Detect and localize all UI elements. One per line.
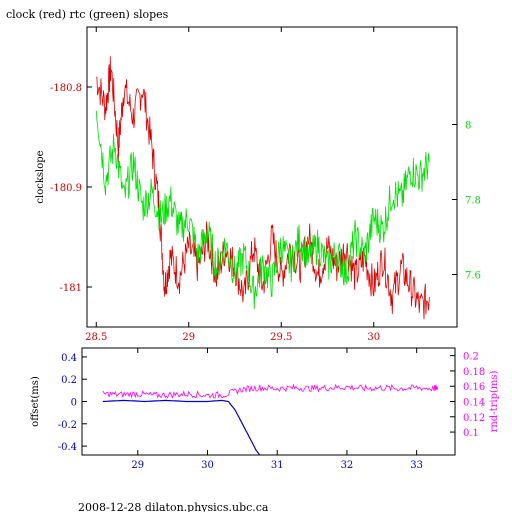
x-tick-label: 33: [410, 460, 423, 471]
y2-tick-label: 0.12: [463, 413, 485, 424]
x-tick-label: 31: [271, 460, 284, 471]
y2-tick-label: 0.16: [463, 382, 485, 393]
series-line-1: [95, 110, 430, 310]
y2-axis-label: rnd-trip(ms): [489, 370, 500, 432]
x-tick-label: 32: [341, 460, 354, 471]
x-tick-label: 29.5: [270, 332, 292, 343]
y-tick-label: 0: [71, 398, 77, 409]
y2-tick-label: 8: [465, 121, 471, 132]
series-line-0: [96, 56, 430, 320]
x-tick-label: 28.5: [85, 332, 107, 343]
series-line-1: [102, 383, 438, 399]
x-tick-label: 30: [201, 460, 214, 471]
y-tick-label: -180.8: [50, 83, 82, 94]
y2-tick-label: 0.2: [463, 352, 479, 363]
y-tick-label: -0.4: [58, 442, 77, 453]
y-axis-label: clockslope: [35, 150, 46, 203]
footer-text: 2008-12-28 dilaton.physics.ubc.ca: [78, 501, 269, 512]
y2-tick-label: 7.6: [465, 271, 481, 282]
slopes-panel: 28.5 29 29.5 30 -180.8 -180.9 -181 8 7.8 7.6 clock…: [35, 26, 481, 343]
x-tick-label: 29: [182, 332, 195, 343]
y-tick-label: 0.2: [61, 375, 77, 386]
y-tick-label: 0.4: [61, 353, 77, 364]
y2-tick-label: 7.8: [465, 196, 481, 207]
y2-tick-label: 0.14: [463, 398, 485, 409]
x-tick-label: 29: [131, 460, 144, 471]
y-tick-label: -0.2: [58, 420, 77, 431]
y-axis-label: offset(ms): [30, 376, 41, 427]
x-tick-label: 30: [367, 332, 380, 343]
series-line-0: [102, 399, 261, 456]
y-tick-label: -180.9: [50, 183, 82, 194]
chart-title: clock (red) rtc (green) slopes: [6, 8, 169, 21]
plot-frame: [86, 26, 458, 328]
y2-tick-label: 0.1: [463, 428, 479, 439]
offset-panel: 29 30 31 32 33 0.4 0.2 0 -0.2 -0.4 0.2 0.18 0.16 0.14…: [30, 347, 500, 471]
y2-tick-label: 0.18: [463, 367, 485, 378]
y-tick-label: -181: [60, 283, 82, 294]
